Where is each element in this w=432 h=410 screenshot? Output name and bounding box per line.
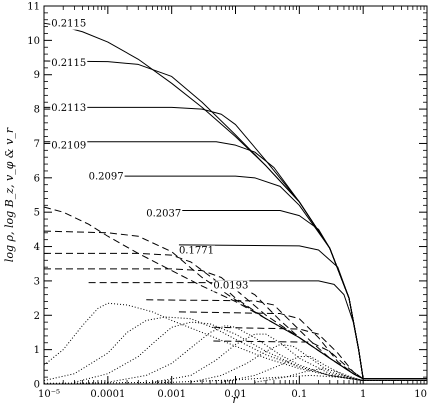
velocity-curve <box>254 368 427 383</box>
curve-label-background <box>50 18 88 30</box>
density-curve <box>44 106 427 380</box>
field-curve <box>88 282 427 380</box>
curve-label: 0.2115 <box>51 19 86 30</box>
curve-label-background <box>87 171 125 183</box>
curve-label: 0.1771 <box>179 245 214 256</box>
y-tick-label: 9 <box>34 70 40 81</box>
velocity-curve <box>152 333 427 383</box>
velocity-curve <box>221 356 427 383</box>
curve-label: 0.2115 <box>51 58 86 69</box>
y-tick-label: 4 <box>34 242 40 253</box>
y-tick-label: 2 <box>34 311 40 322</box>
x-axis: 10⁻⁵ 0.0001 0.001 0.01 0.1 1 10 <box>38 6 428 400</box>
density-curve <box>43 22 427 380</box>
y-tick-label: 0 <box>34 380 40 391</box>
x-tick-label: 0.01 <box>224 389 246 400</box>
curve-label: 0.2037 <box>146 209 181 220</box>
velocity-curve <box>74 321 427 383</box>
curve-label: 0.2113 <box>51 103 86 114</box>
y-tick-label: 7 <box>34 139 40 150</box>
curve-label-background <box>50 58 88 70</box>
field-curve <box>44 252 427 380</box>
field-curve <box>178 311 427 380</box>
curve-labels: 0.2115 0.2115 0.2113 0.2109 0.2097 0.2037 0.17… <box>50 18 250 292</box>
curve-label-background <box>212 280 250 292</box>
y-tick-label: 11 <box>27 2 40 13</box>
curve-label: 0.2097 <box>89 172 124 183</box>
curves <box>43 22 427 384</box>
curve-label: 0.0193 <box>213 281 248 292</box>
density-curve <box>178 244 427 380</box>
x-tick-label: 0.1 <box>291 389 307 400</box>
field-curve <box>213 340 427 380</box>
y-tick-label: 6 <box>34 173 40 184</box>
field-curve <box>146 299 427 380</box>
velocity-curve <box>43 316 427 382</box>
field-curve <box>43 206 427 380</box>
density-curve <box>43 60 427 380</box>
x-axis-label: r <box>232 393 238 406</box>
curve-label-background <box>50 140 88 152</box>
y-tick-label: 10 <box>27 36 40 47</box>
x-tick-label: 10 <box>414 389 427 400</box>
curve-label: 0.2109 <box>51 141 86 152</box>
velocity-curve <box>43 302 427 382</box>
density-curve <box>146 209 427 380</box>
velocity-curve <box>107 325 427 383</box>
y-tick-label: 5 <box>34 208 40 219</box>
y-tick-label: 8 <box>34 105 40 116</box>
x-tick-label: 1 <box>360 389 366 400</box>
x-tick-label: 0.0001 <box>90 389 125 400</box>
y-axis-label: log ρ, log B_z, v_φ & v_r <box>3 127 16 262</box>
x-tick-label: 10⁻⁵ <box>38 389 60 400</box>
curve-label-background <box>177 245 215 257</box>
curve-label-background <box>50 102 88 114</box>
curve-label-background <box>145 208 183 220</box>
y-tick-label: 3 <box>34 276 40 287</box>
velocity-curve <box>190 343 427 383</box>
x-tick-label: 0.001 <box>157 389 186 400</box>
field-curve <box>213 326 427 380</box>
y-tick-label: 1 <box>34 345 40 356</box>
y-axis: 0 1 2 3 4 5 6 7 8 9 10 11 <box>27 2 427 391</box>
velocity-curve <box>43 374 427 384</box>
density-curve <box>88 175 427 380</box>
